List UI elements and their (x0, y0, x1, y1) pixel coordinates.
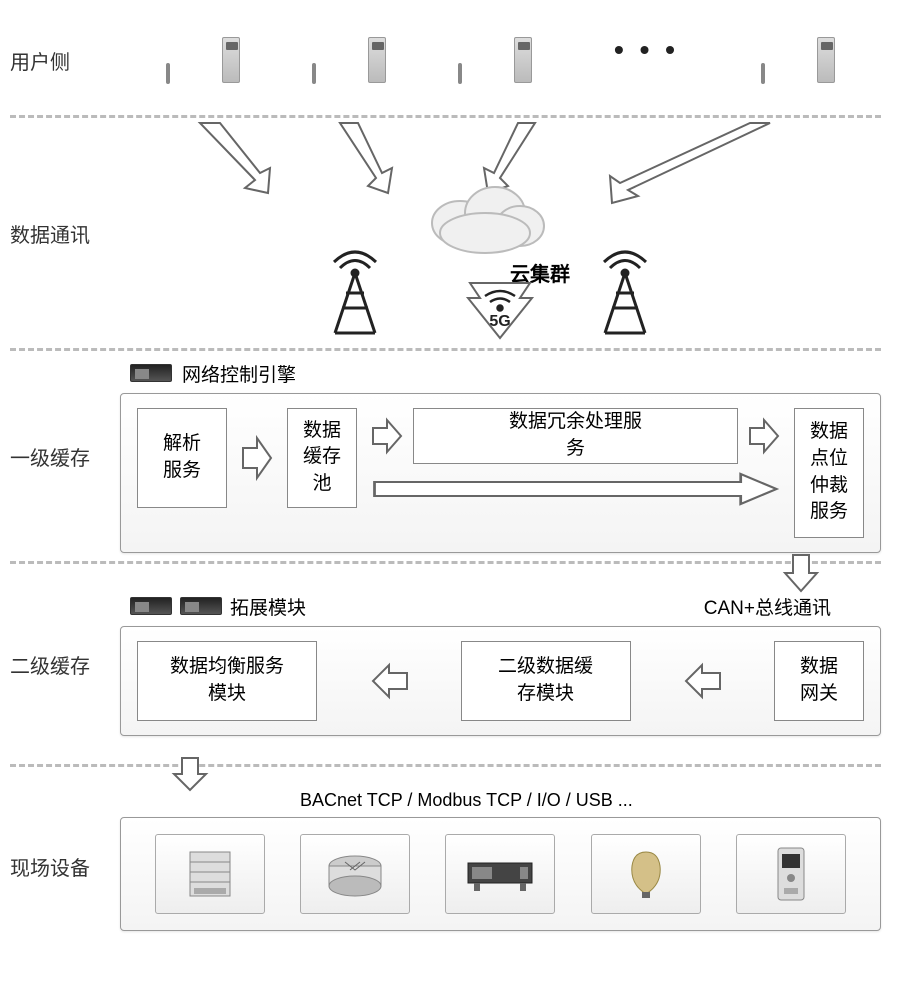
l2-container: 数据均衡服务模块 二级数据缓存模块 数据网关 (120, 626, 881, 736)
box-pool: 数据缓存池 (287, 408, 357, 508)
l1-boxes: 解析服务 数据缓存池 数据冗余处理服务 数据点位仲裁服务 (137, 408, 864, 538)
computer-icon (312, 37, 386, 83)
arrow-icon (369, 472, 782, 506)
arrow-icon (190, 118, 280, 198)
label-l2: 二级缓存 (10, 650, 120, 679)
arrow-icon (367, 661, 411, 701)
box-arbitration: 数据点位仲裁服务 (794, 408, 864, 538)
l1-content: 网络控制引擎 解析服务 数据缓存池 数据冗余处理服务 数据点位 (120, 360, 881, 553)
equipment-icon (736, 834, 846, 914)
engine-title: 网络控制引擎 (182, 360, 296, 387)
server-icon (130, 597, 172, 615)
equipment-row (131, 828, 870, 920)
comm-content: 云集群 5G (120, 128, 881, 338)
equipment-icon (300, 834, 410, 914)
bus-label: CAN+总线通讯 (704, 593, 831, 620)
box-balance: 数据均衡服务模块 (137, 641, 317, 721)
computer-icon (458, 37, 532, 83)
label-field: 现场设备 (10, 852, 120, 881)
label-comm: 数据通讯 (10, 219, 120, 248)
equipment-icon (591, 834, 701, 914)
computer-icon (166, 37, 240, 83)
l2-header: 拓展模块 CAN+总线通讯 (120, 593, 881, 620)
equipment-icon (155, 834, 265, 914)
architecture-diagram: 用户侧 • • • (0, 0, 901, 952)
divider (10, 348, 881, 351)
l2-boxes: 数据均衡服务模块 二级数据缓存模块 数据网关 (137, 641, 864, 721)
label-l1: 一级缓存 (10, 442, 120, 471)
arrow-icon (680, 661, 724, 701)
box-gateway: 数据网关 (774, 641, 864, 721)
arrow-icon (746, 416, 782, 456)
field-container (120, 817, 881, 931)
arrow-icon (600, 118, 780, 208)
row-user: 用户侧 • • • (10, 10, 881, 110)
row-field: 现场设备 BACnet TCP / Modbus TCP / I/O / USB… (10, 772, 881, 942)
engine-header: 网络控制引擎 (130, 360, 881, 387)
divider (10, 561, 881, 564)
row-l1: 一级缓存 网络控制引擎 解析服务 数据缓存池 数据冗余处理服务 (10, 356, 881, 556)
arrow-icon (239, 408, 275, 508)
expansion-title: 拓展模块 (230, 593, 306, 620)
ellipsis: • • • (614, 34, 679, 66)
server-icon (180, 597, 222, 615)
antenna-icon (590, 248, 660, 338)
computers: • • • (120, 34, 881, 86)
cloud-icon (420, 178, 550, 258)
l2-content: 拓展模块 CAN+总线通讯 数据均衡服务模块 二级数据缓存模块 数据网关 (120, 593, 881, 736)
protocols-label: BACnet TCP / Modbus TCP / I/O / USB ... (300, 790, 881, 811)
box-redundancy: 数据冗余处理服务 (413, 408, 738, 464)
l1-container: 解析服务 数据缓存池 数据冗余处理服务 数据点位仲裁服务 (120, 393, 881, 553)
arrow-icon (369, 416, 405, 456)
row-comm: 数据通讯 云集群 (10, 123, 881, 343)
box-parse: 解析服务 (137, 408, 227, 508)
equipment-icon (445, 834, 555, 914)
user-content: • • • (120, 34, 881, 86)
computer-icon (761, 37, 835, 83)
antenna-icon (320, 248, 390, 338)
field-content: BACnet TCP / Modbus TCP / I/O / USB ... (120, 782, 881, 931)
row-l2: 二级缓存 拓展模块 CAN+总线通讯 数据均衡服务模块 二级数据缓存模块 数据网… (10, 569, 881, 759)
arrow-icon (330, 118, 400, 198)
server-icon (130, 364, 172, 382)
box-cache2: 二级数据缓存模块 (461, 641, 631, 721)
fiveg-icon: 5G (460, 278, 540, 348)
svg-text:5G: 5G (489, 313, 510, 330)
divider (10, 764, 881, 767)
label-user: 用户侧 (10, 46, 120, 75)
